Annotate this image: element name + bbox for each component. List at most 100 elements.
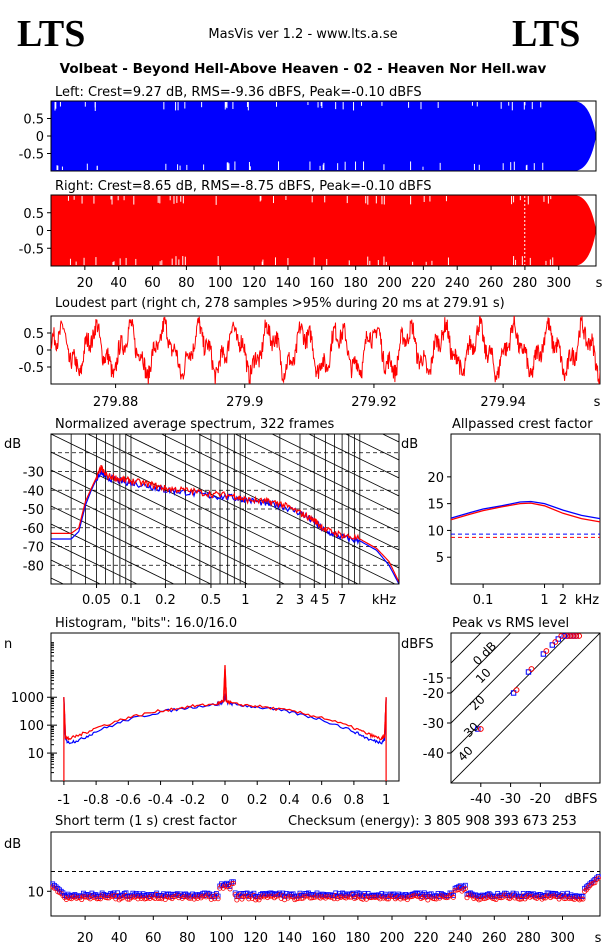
- histogram-xtick-label: -0.4: [148, 793, 173, 808]
- spectrum-diagonal: [234, 434, 399, 515]
- loudest-part-plot: [51, 316, 600, 384]
- crest-ylabel: dB: [401, 437, 418, 452]
- loudest-part-line: [51, 316, 600, 384]
- peak-rms-right-point: [558, 633, 565, 639]
- waveform-xtick-label: 200: [377, 276, 402, 291]
- short-term-xtick-label: 160: [311, 931, 336, 946]
- short-term-right-point: [215, 896, 221, 902]
- loudest-ytick-label: 0.5: [23, 327, 44, 342]
- short-term-xtick-label: 280: [516, 931, 541, 946]
- short-term-ytick-label: 10: [27, 885, 44, 900]
- short-term-xtick-label: 240: [448, 931, 473, 946]
- spectrum-diagonal: [51, 487, 249, 584]
- loudest-ytick-label: -0.5: [19, 361, 44, 376]
- spectrum-diagonal: [197, 434, 399, 533]
- spectrum-diagonal: [51, 469, 286, 584]
- peak-rms-xtick-label: -40: [470, 792, 491, 807]
- spectrum-right-line: [51, 464, 399, 583]
- spectrum-ytick-label: -50: [23, 503, 44, 518]
- peak-rms-plot: [451, 633, 600, 783]
- short-term-crest-title: Short term (1 s) crest factor: [55, 814, 237, 829]
- app-info: MasVis ver 1.2 - www.lts.a.se: [208, 27, 397, 42]
- histogram-xtick-label: 0.8: [344, 793, 365, 808]
- peak-rms-ytick-label: -20: [423, 687, 444, 702]
- peak-rms-left-point: [510, 690, 517, 696]
- peak-rms-right-point: [573, 633, 580, 639]
- right-waveform-ytick-label: -0.5: [19, 242, 44, 257]
- histogram-xtick-label: -0.8: [83, 793, 108, 808]
- histogram-xtick-label: -1: [57, 793, 70, 808]
- peak-rms-crest-line: [451, 633, 482, 664]
- histogram-xtick-label: -0.6: [116, 793, 141, 808]
- histogram-xtick-label: 0.4: [279, 793, 300, 808]
- short-term-right-point: [450, 894, 456, 900]
- peak-rms-right-point: [513, 687, 520, 693]
- crest-right-line: [450, 502, 601, 523]
- spectrum-diagonal: [308, 434, 399, 479]
- histogram-ytick-label: 100: [19, 719, 44, 734]
- spectrum-ytick-label: -80: [23, 559, 44, 574]
- peak-rms-title: Peak vs RMS level: [452, 616, 569, 631]
- spectrum-xtick-label: 5: [321, 593, 329, 608]
- short-term-left-point: [462, 882, 468, 888]
- short-term-left-point: [595, 874, 601, 879]
- spectrum-diagonal: [51, 541, 138, 584]
- chart-marks: 0.50-0.50.50-0.520 40 60 80 100 120 140 160 180 2…: [11, 100, 601, 946]
- spectrum-diagonal: [160, 434, 399, 551]
- left-waveform-title: Left: Crest=9.27 dB, RMS=-9.36 dBFS, Pea…: [55, 85, 422, 100]
- short-term-right-point: [580, 896, 586, 902]
- waveform-xtick-label: 40: [110, 276, 127, 291]
- waveform-xtick-label: 300: [546, 276, 571, 291]
- waveform-xtick-label: 220: [411, 276, 436, 291]
- spectrum-title: Normalized average spectrum, 322 frames: [55, 417, 334, 432]
- right-waveform-title: Right: Crest=8.65 dB, RMS=-8.75 dBFS, Pe…: [55, 179, 431, 194]
- spectrum-diagonal: [86, 434, 396, 584]
- right-waveform-envelope: [51, 195, 596, 266]
- waveform-xtick-label: 20: [77, 276, 94, 291]
- peak-rms-diagonal-label: 0 dB: [470, 639, 499, 668]
- short-term-xtick-label: 40: [111, 931, 128, 946]
- histogram-xtick-label: 1: [382, 793, 390, 808]
- short-term-xtick-label: 80: [179, 931, 196, 946]
- peak-rms-crest-line: [451, 633, 541, 724]
- waveform-xtick-label: 260: [479, 276, 504, 291]
- histogram-xtick-label: 0.2: [247, 793, 268, 808]
- short-term-xtick-label: 120: [243, 931, 268, 946]
- short-term-xtick-label: 140: [277, 931, 302, 946]
- peak-rms-right-point: [528, 666, 535, 672]
- loudest-ytick-label: 0: [36, 344, 44, 359]
- peak-rms-crest-line: [451, 633, 571, 754]
- short-term-left-point: [450, 892, 456, 898]
- spectrum-diagonal: [51, 505, 212, 584]
- spectrum-diagonal: [51, 559, 102, 584]
- waveform-xtick-label: 140: [276, 276, 301, 291]
- spectrum-xtick-label: 0.2: [155, 593, 176, 608]
- spectrum-xtick-label: 7: [338, 593, 346, 608]
- spectrum-diagonal: [123, 434, 399, 569]
- checksum-label: Checksum (energy): 3 805 908 393 673 253: [288, 814, 577, 829]
- peak-rms-left-point: [540, 651, 547, 657]
- peak-rms-left-point: [549, 642, 556, 648]
- spectrum-xtick-label: 3: [296, 593, 304, 608]
- crest-xtick-label: 0.1: [473, 593, 494, 608]
- short-term-frame: [50, 831, 601, 917]
- histogram-xtick-label: 0.6: [311, 793, 332, 808]
- crest-x-unit: kHz: [575, 593, 599, 608]
- spectrum-xtick-label: 1: [241, 593, 249, 608]
- short-term-xtick-label: 220: [414, 931, 439, 946]
- peak-rms-frame: [450, 632, 601, 784]
- peak-rms-right-point: [576, 633, 583, 639]
- spectrum-xtick-label: 0.05: [82, 593, 111, 608]
- peak-rms-right-point: [570, 633, 577, 639]
- loudest-xtick-label: 279.9: [226, 395, 263, 410]
- short-term-xtick-label: 20: [77, 931, 94, 946]
- waveform-xtick-label: 180: [343, 276, 368, 291]
- loudest-xtick-label: 279.88: [93, 395, 139, 410]
- waveform-xtick-label: 60: [144, 276, 161, 291]
- right-waveform-ytick-label: 0.5: [23, 207, 44, 222]
- histogram-right-line: [63, 665, 387, 741]
- short-term-right-point: [595, 875, 601, 881]
- short-term-right-point: [230, 880, 236, 886]
- waveform-x-unit: s: [596, 276, 603, 291]
